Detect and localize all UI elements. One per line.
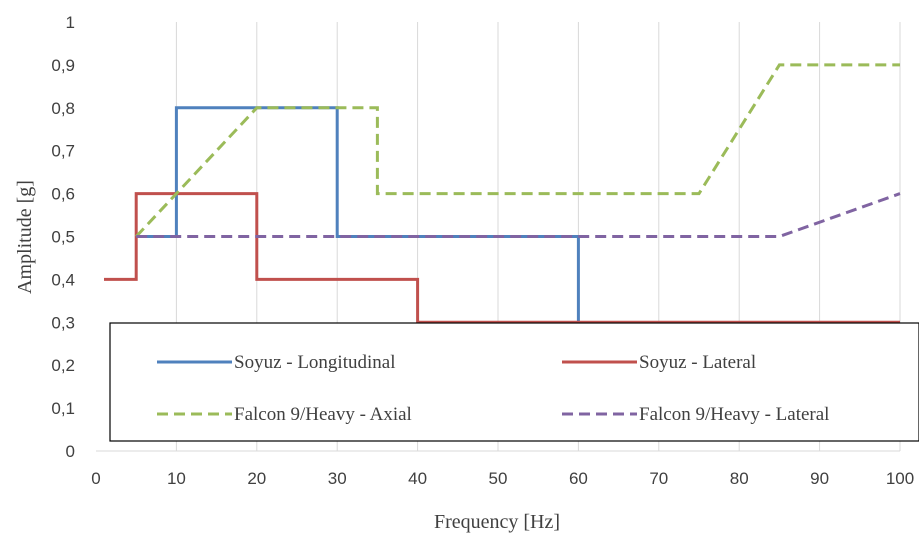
legend-label: Falcon 9/Heavy - Axial xyxy=(234,404,412,425)
x-tick-label: 60 xyxy=(569,469,588,488)
y-tick-label: 0,4 xyxy=(51,270,75,289)
legend-label: Falcon 9/Heavy - Lateral xyxy=(639,404,829,425)
y-tick-label: 0,9 xyxy=(51,56,75,75)
legend-box xyxy=(109,322,919,442)
x-tick-label: 20 xyxy=(247,469,266,488)
x-tick-label: 0 xyxy=(91,469,100,488)
y-tick-label: 0,6 xyxy=(51,185,75,204)
legend-label: Soyuz - Longitudinal xyxy=(234,352,395,373)
series-line-1 xyxy=(136,106,580,323)
x-tick-label: 10 xyxy=(167,469,186,488)
series-line-3 xyxy=(135,63,900,238)
series-line-2 xyxy=(104,192,900,324)
y-axis-title: Amplitude [g] xyxy=(14,180,36,294)
y-tick-label: 0,5 xyxy=(51,228,75,247)
x-tick-label: 50 xyxy=(489,469,508,488)
x-axis-title: Frequency [Hz] xyxy=(434,511,560,533)
x-tick-label: 30 xyxy=(328,469,347,488)
legend: Soyuz - Longitudinal Soyuz - Lateral Falco… xyxy=(109,322,919,442)
y-tick-label: 1 xyxy=(66,13,75,32)
legend-label: Soyuz - Lateral xyxy=(639,352,756,373)
x-tick-label: 90 xyxy=(810,469,829,488)
y-tick-label: 0,8 xyxy=(51,99,75,118)
tick-labels: 0 10 20 30 40 50 60 70 80 90 100 0 0,1 0,2 0,3 0,4 0,5 0,… xyxy=(51,13,914,488)
x-tick-label: 100 xyxy=(886,469,914,488)
y-tick-label: 0 xyxy=(66,442,75,461)
series-layer xyxy=(104,63,901,324)
y-tick-label: 0,1 xyxy=(51,399,75,418)
y-tick-label: 0,3 xyxy=(51,313,75,332)
x-tick-label: 40 xyxy=(408,469,427,488)
x-tick-label: 70 xyxy=(649,469,668,488)
x-tick-label: 80 xyxy=(730,469,749,488)
y-tick-label: 0,2 xyxy=(51,356,75,375)
series-line-4 xyxy=(136,192,901,238)
y-tick-label: 0,7 xyxy=(51,142,75,161)
